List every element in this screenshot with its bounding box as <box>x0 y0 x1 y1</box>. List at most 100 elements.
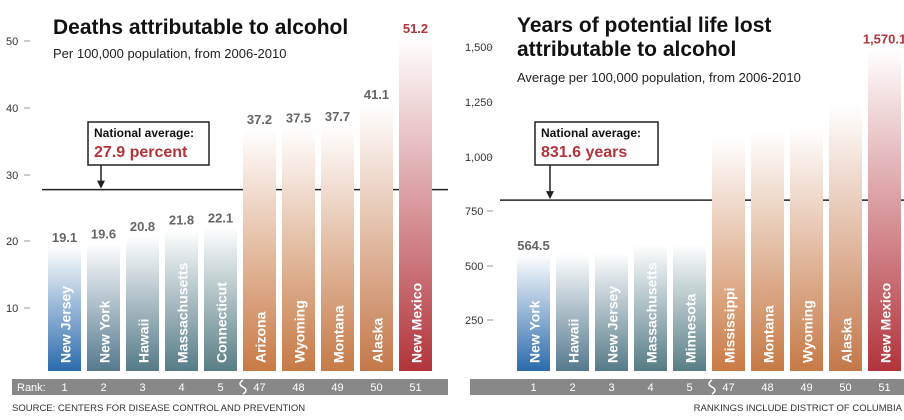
bar <box>48 246 81 371</box>
bar <box>790 127 823 372</box>
rank-number: 3 <box>608 382 614 394</box>
y-tick-label: 40 <box>6 103 18 115</box>
value-label: 37.5 <box>286 110 311 125</box>
rank-number: 47 <box>722 382 734 394</box>
rank-strip: 1 2 3 4 5 47 48 49 50 51 <box>470 379 904 395</box>
source-note: SOURCE: CENTERS FOR DISEASE CONTROL AND … <box>12 403 305 414</box>
y-tick-label: 10 <box>6 303 18 315</box>
rank-number: 5 <box>217 382 223 394</box>
rank-strip-bg <box>12 379 448 395</box>
bar <box>399 38 432 371</box>
national-average-callout: National average: 831.6 years <box>534 121 659 200</box>
rank-gap-mark <box>239 379 247 395</box>
callout-box <box>87 121 210 166</box>
category-label: New Mexico <box>878 283 894 363</box>
bar <box>360 103 393 371</box>
rank-number: 3 <box>139 382 145 394</box>
y-tick-label: 1,000 <box>465 152 493 164</box>
value-label: 1,570.1 <box>863 31 904 46</box>
category-label: Arizona <box>253 311 269 363</box>
rank-number: 50 <box>839 382 851 394</box>
callout-arrow <box>546 191 554 200</box>
rank-number: 47 <box>253 382 265 394</box>
bar <box>87 243 120 371</box>
rank-number: 4 <box>647 382 653 394</box>
callout-box <box>534 121 659 166</box>
rank-number: 50 <box>370 382 382 394</box>
rank-number: 49 <box>331 382 343 394</box>
y-tick-label: 1,250 <box>465 97 493 109</box>
y-tick-label: 30 <box>6 170 18 182</box>
bar <box>751 132 784 371</box>
y-tick-label: 750 <box>465 206 483 218</box>
y-tick-label: 500 <box>465 261 483 273</box>
category-label: New Jersey <box>605 286 621 363</box>
value-label: 564.5 <box>517 238 550 253</box>
rank-number: 1 <box>61 382 67 394</box>
bar <box>321 125 354 371</box>
rank-number: 4 <box>178 382 184 394</box>
category-label: New Jersey <box>58 286 74 363</box>
chart-title-line: Years of potential life lost <box>517 14 771 37</box>
callout-title: National average: <box>94 126 194 140</box>
value-label: 41.1 <box>364 87 389 102</box>
rank-label: Rank: <box>17 382 46 394</box>
bar <box>868 48 901 371</box>
chart-panel-1: 10 20 30 40 50 New Jersey 19.1 New York 19.6 Hawa… <box>6 16 448 395</box>
bar <box>165 229 198 371</box>
category-label: Mississippi <box>722 288 738 363</box>
rank-strip: Rank: 1 2 3 4 5 47 48 49 50 51 <box>12 379 448 395</box>
rank-strip-bg <box>470 379 904 395</box>
callout-value: 27.9 percent <box>94 144 188 161</box>
value-label: 37.2 <box>247 112 272 127</box>
category-label: New York <box>97 300 113 363</box>
category-label: Wyoming <box>800 300 816 363</box>
y-tick-label: 20 <box>6 236 18 248</box>
value-label: 21.8 <box>169 212 194 227</box>
value-label: 37.7 <box>325 109 350 124</box>
y-tick-label: 50 <box>6 36 18 48</box>
y-tick-label: 250 <box>465 315 483 327</box>
chart-title-line: attributable to alcohol <box>517 38 736 61</box>
category-label: Massachusetts <box>644 262 660 363</box>
y-tick-label: 1,500 <box>465 42 493 54</box>
rank-gap-mark <box>708 379 716 395</box>
category-label: New Mexico <box>409 283 425 363</box>
rank-number: 2 <box>100 382 106 394</box>
bar <box>243 129 276 371</box>
bar <box>673 244 706 371</box>
value-label: 19.1 <box>52 230 77 245</box>
value-label: 22.1 <box>208 210 233 225</box>
category-label: Alaska <box>839 318 855 363</box>
category-label: Hawaii <box>566 319 582 363</box>
bar <box>712 138 745 371</box>
value-label: 51.2 <box>403 21 428 36</box>
category-label: Minnesota <box>683 294 699 363</box>
rank-number: 2 <box>569 382 575 394</box>
category-label: Hawaii <box>136 319 152 363</box>
chart-subtitle: Per 100,000 population, from 2006-2010 <box>53 46 286 61</box>
value-label: 20.8 <box>130 219 155 234</box>
rankings-note: RANKINGS INCLUDE DISTRICT OF COLUMBIA <box>694 403 903 414</box>
category-label: Wyoming <box>292 300 308 363</box>
rank-number: 48 <box>761 382 773 394</box>
callout-value: 831.6 years <box>541 144 627 161</box>
rank-number: 48 <box>292 382 304 394</box>
value-label: 19.6 <box>91 227 116 242</box>
bar <box>556 253 589 371</box>
rank-number: 5 <box>686 382 692 394</box>
rank-number: 1 <box>530 382 536 394</box>
rank-number: 51 <box>878 382 890 394</box>
bar <box>282 127 315 371</box>
category-label: Connecticut <box>214 282 230 363</box>
category-label: Montana <box>331 305 347 363</box>
bar <box>126 235 159 371</box>
rank-number: 49 <box>800 382 812 394</box>
bar <box>204 227 237 371</box>
national-average-callout: National average: 27.9 percent <box>87 121 210 189</box>
category-label: Montana <box>761 305 777 363</box>
rank-number: 51 <box>409 382 421 394</box>
bar <box>595 252 628 371</box>
